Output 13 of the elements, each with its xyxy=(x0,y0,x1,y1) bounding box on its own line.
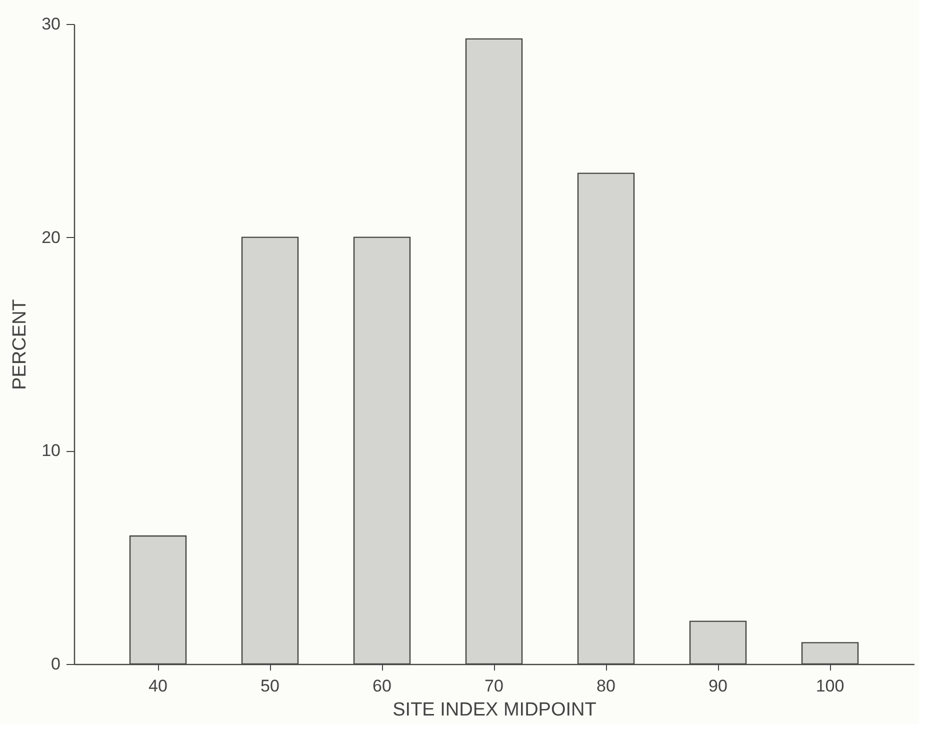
y-tick-label: 30 xyxy=(42,14,60,34)
x-tick-label: 80 xyxy=(596,676,616,696)
x-tick-label: 60 xyxy=(372,676,392,696)
x-tick-label: 70 xyxy=(484,676,504,696)
x-tick-label: 90 xyxy=(708,676,728,696)
x-tick-label: 50 xyxy=(260,676,280,696)
y-axis-title: PERCENT xyxy=(10,298,31,390)
x-tick-label: 100 xyxy=(816,676,844,696)
x-tick-label: 40 xyxy=(148,676,168,696)
y-tick-label: 20 xyxy=(42,228,60,247)
y-tick-label: 10 xyxy=(42,441,60,460)
y-tick-label: 0 xyxy=(51,654,60,674)
x-axis-title: SITE INDEX MIDPOINT xyxy=(392,700,597,720)
